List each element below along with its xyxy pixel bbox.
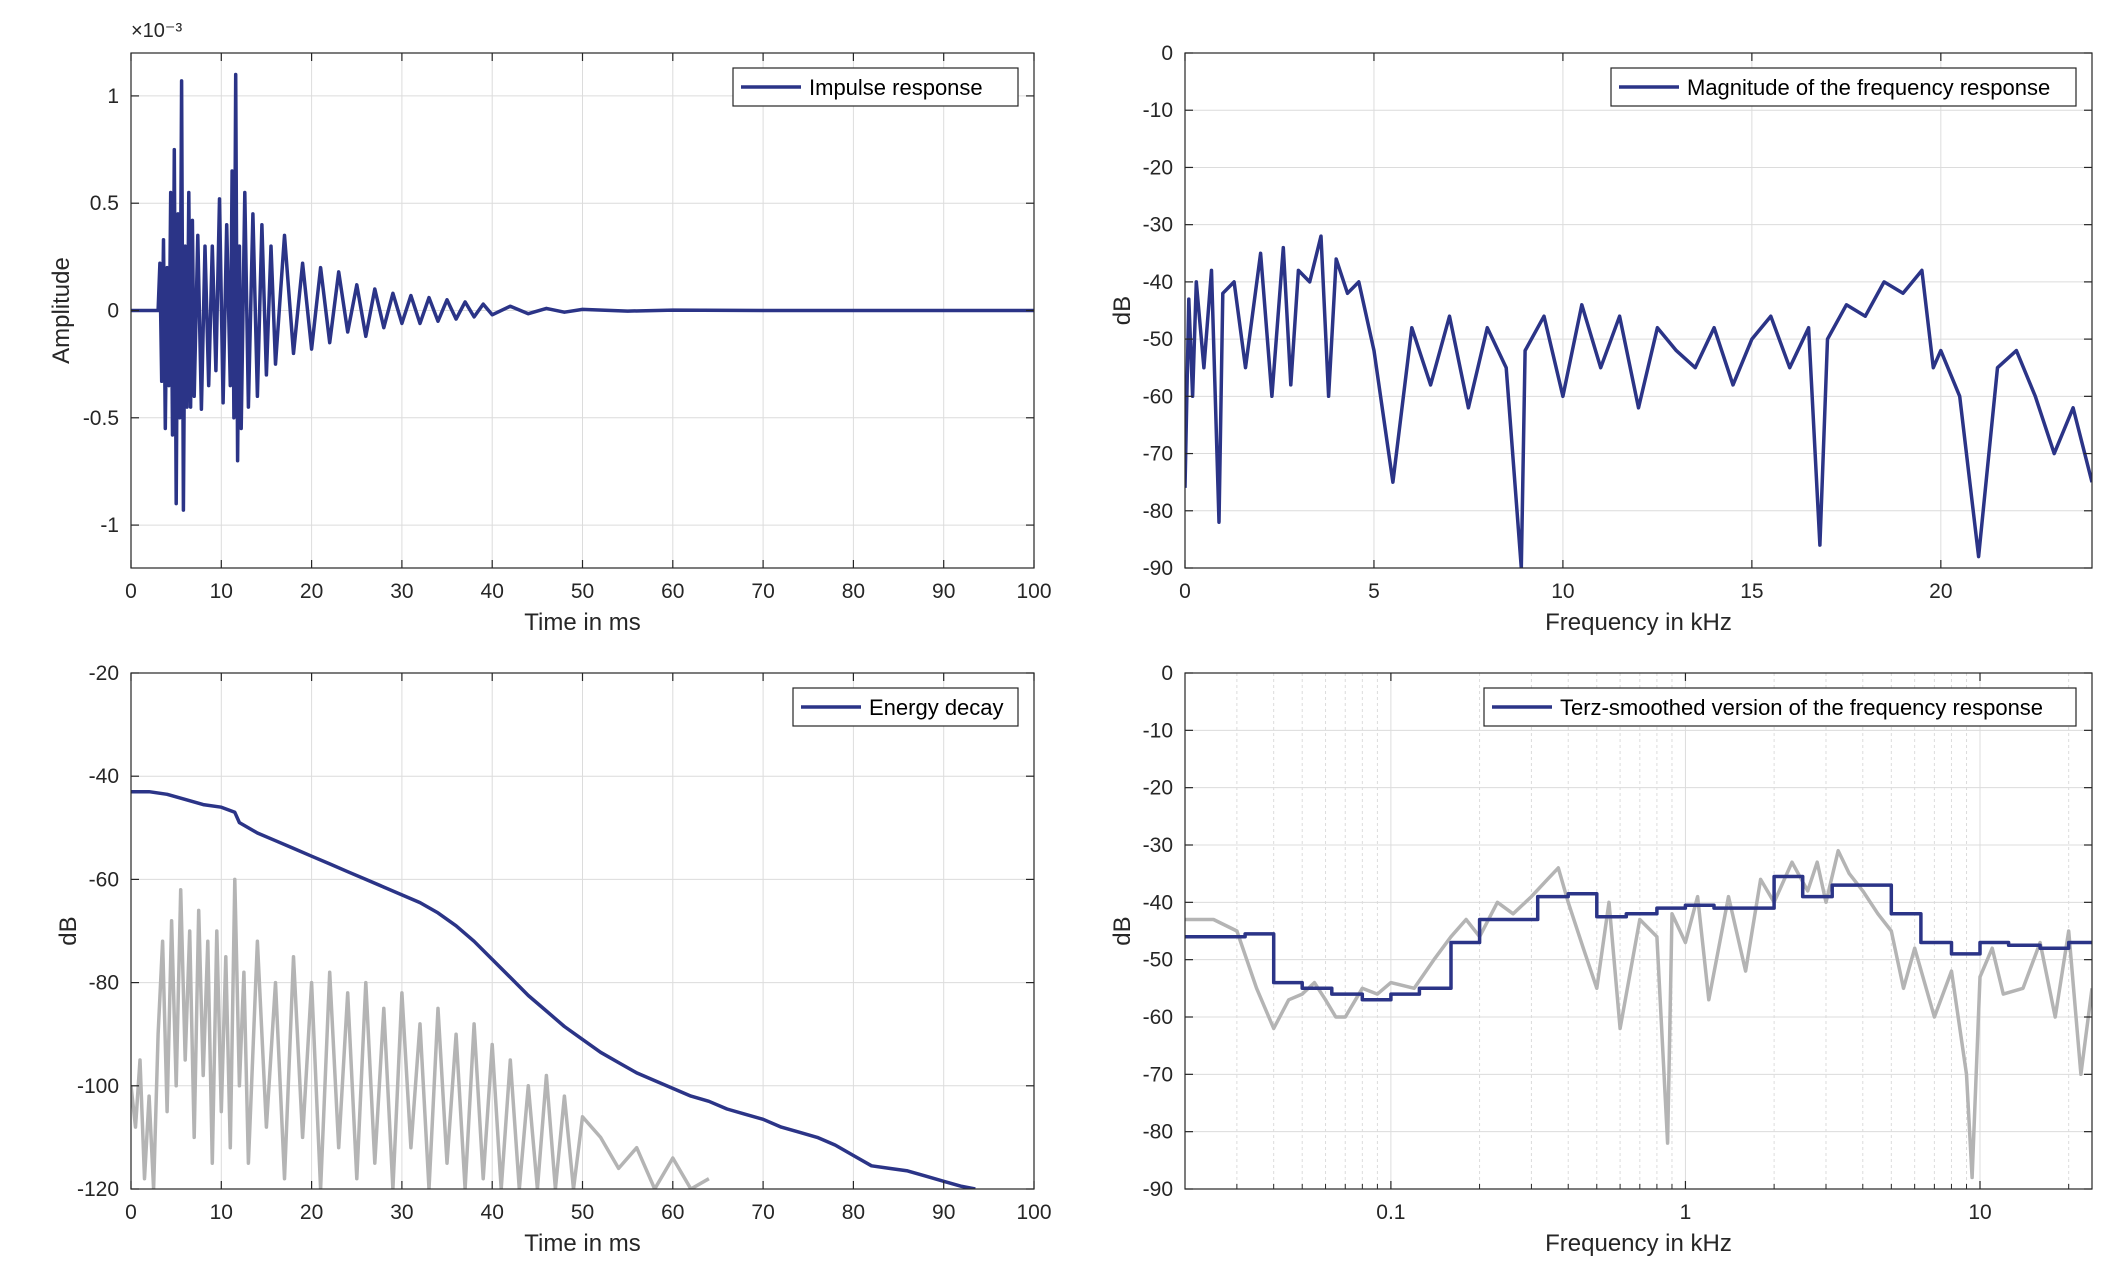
legend: Impulse response (732, 67, 1019, 107)
legend-label: Terz-smoothed version of the frequency r… (1560, 695, 2043, 720)
legend-label: Impulse response (809, 75, 983, 100)
y-tick-label: -20 (1143, 156, 1173, 179)
legend-label: Energy decay (869, 695, 1004, 720)
x-tick-label: 0 (125, 580, 137, 603)
y-tick-label: -60 (89, 868, 119, 891)
y-tick-label: -80 (1143, 500, 1173, 523)
chart-energy: 0 10 20 30 40 50 60 70 80 90 100 -20 -40 -60 -80 -100 -1… (55, 662, 1052, 1257)
x-axis-label: Frequency in kHz (1545, 609, 1732, 636)
x-tick-label: 70 (751, 580, 774, 603)
series-impulse (131, 72, 1034, 512)
x-tick-label: 30 (390, 580, 413, 603)
x-tick-label: 10 (210, 1201, 233, 1224)
y-tick-label: -40 (89, 765, 119, 788)
y-tick-label: -50 (1143, 328, 1173, 351)
x-axis-label: Frequency in kHz (1545, 1230, 1732, 1257)
y-tick-label: -10 (1143, 719, 1173, 742)
x-tick-label: 90 (932, 1201, 955, 1224)
y-tick-label: 1 (107, 85, 119, 108)
x-axis-label: Time in ms (524, 1230, 640, 1257)
x-tick-label: 40 (481, 580, 504, 603)
y-exponent-label: ×10⁻³ (131, 20, 182, 42)
x-tick-label: 70 (751, 1201, 774, 1224)
x-tick-label: 50 (571, 580, 594, 603)
x-tick-label: 40 (481, 1201, 504, 1224)
y-axis-label: dB (1109, 916, 1136, 945)
y-tick-label: -90 (1143, 557, 1173, 580)
x-axis-label: Time in ms (524, 609, 640, 636)
y-tick-label: -70 (1143, 443, 1173, 466)
x-tick-label: 20 (300, 580, 323, 603)
legend-label: Magnitude of the frequency response (1687, 75, 2050, 100)
grid (131, 53, 1034, 568)
y-tick-label: -20 (1143, 777, 1173, 800)
x-tick-label: 50 (571, 1201, 594, 1224)
y-tick-label: -50 (1143, 949, 1173, 972)
y-tick-label: -30 (1143, 834, 1173, 857)
y-tick-label: -120 (77, 1178, 119, 1201)
x-tick-label: 20 (300, 1201, 323, 1224)
y-tick-label: -10 (1143, 99, 1173, 122)
x-tick-label: 100 (1016, 1201, 1051, 1224)
y-tick-label: -90 (1143, 1178, 1173, 1201)
x-tick-label: 0.1 (1376, 1201, 1405, 1224)
y-tick-label: -1 (100, 514, 119, 537)
y-tick-label: -30 (1143, 214, 1173, 237)
x-tick-label: 30 (390, 1201, 413, 1224)
grid (131, 673, 1034, 1189)
x-tick-label: 100 (1016, 580, 1051, 603)
legend-box (1610, 67, 2077, 107)
series-magnitude (1185, 234, 2092, 568)
x-tick-label: 5 (1368, 580, 1380, 603)
chart-impulse: 0 10 20 30 40 50 60 70 80 90 100 -1 -0.5 0 0.5 1 Time in… (48, 20, 1052, 636)
y-axis-label: dB (1109, 296, 1136, 325)
chart-terz: 0.1 1 10 0 -10 -20 -30 -40 -50 -60 -70 -80 -90 Freque… (1109, 662, 2093, 1257)
series-raw-terz (1185, 848, 2092, 1180)
y-tick-label: -20 (89, 662, 119, 685)
y-tick-label: -100 (77, 1075, 119, 1098)
y-tick-label: -40 (1143, 891, 1173, 914)
chart-magnitude: 0 5 10 15 20 0 -10 -20 -30 -40 -50 -60 -70 -80 -90 Freq… (1109, 42, 2093, 636)
y-tick-label: -70 (1143, 1063, 1173, 1086)
y-tick-label: 0.5 (90, 192, 119, 215)
x-tick-label: 60 (661, 1201, 684, 1224)
y-tick-label: -60 (1143, 385, 1173, 408)
y-axis-label: Amplitude (48, 257, 75, 364)
plot-area (1185, 53, 2092, 568)
y-tick-label: -40 (1143, 271, 1173, 294)
legend: Energy decay (792, 687, 1019, 727)
series-energy (131, 789, 976, 1189)
legend: Magnitude of the frequency response (1610, 67, 2077, 107)
x-tick-label: 60 (661, 580, 684, 603)
axes-box (1184, 672, 2093, 1190)
y-tick-label: 0 (1161, 662, 1173, 685)
y-tick-label: -0.5 (83, 407, 119, 430)
y-tick-label: 0 (1161, 42, 1173, 65)
x-tick-label: 80 (842, 580, 865, 603)
x-tick-label: 10 (1551, 580, 1574, 603)
x-tick-label: 10 (210, 580, 233, 603)
x-tick-label: 0 (125, 1201, 137, 1224)
x-tick-label: 20 (1929, 580, 1952, 603)
x-tick-label: 80 (842, 1201, 865, 1224)
legend-box (1483, 687, 2077, 727)
y-tick-label: -60 (1143, 1006, 1173, 1029)
y-axis-label: dB (55, 916, 82, 945)
series-terz (1185, 874, 2092, 1002)
x-tick-label: 90 (932, 580, 955, 603)
y-tick-label: -80 (89, 972, 119, 995)
x-tick-label: 10 (1968, 1201, 1991, 1224)
legend: Terz-smoothed version of the frequency r… (1483, 687, 2077, 727)
x-tick-label: 15 (1740, 580, 1763, 603)
axes-box (1184, 52, 2093, 569)
x-tick-label: 0 (1179, 580, 1191, 603)
x-tick-label: 1 (1680, 1201, 1692, 1224)
y-tick-label: 0 (107, 300, 119, 323)
y-tick-label: -80 (1143, 1121, 1173, 1144)
series-raw-energy (131, 877, 710, 1189)
